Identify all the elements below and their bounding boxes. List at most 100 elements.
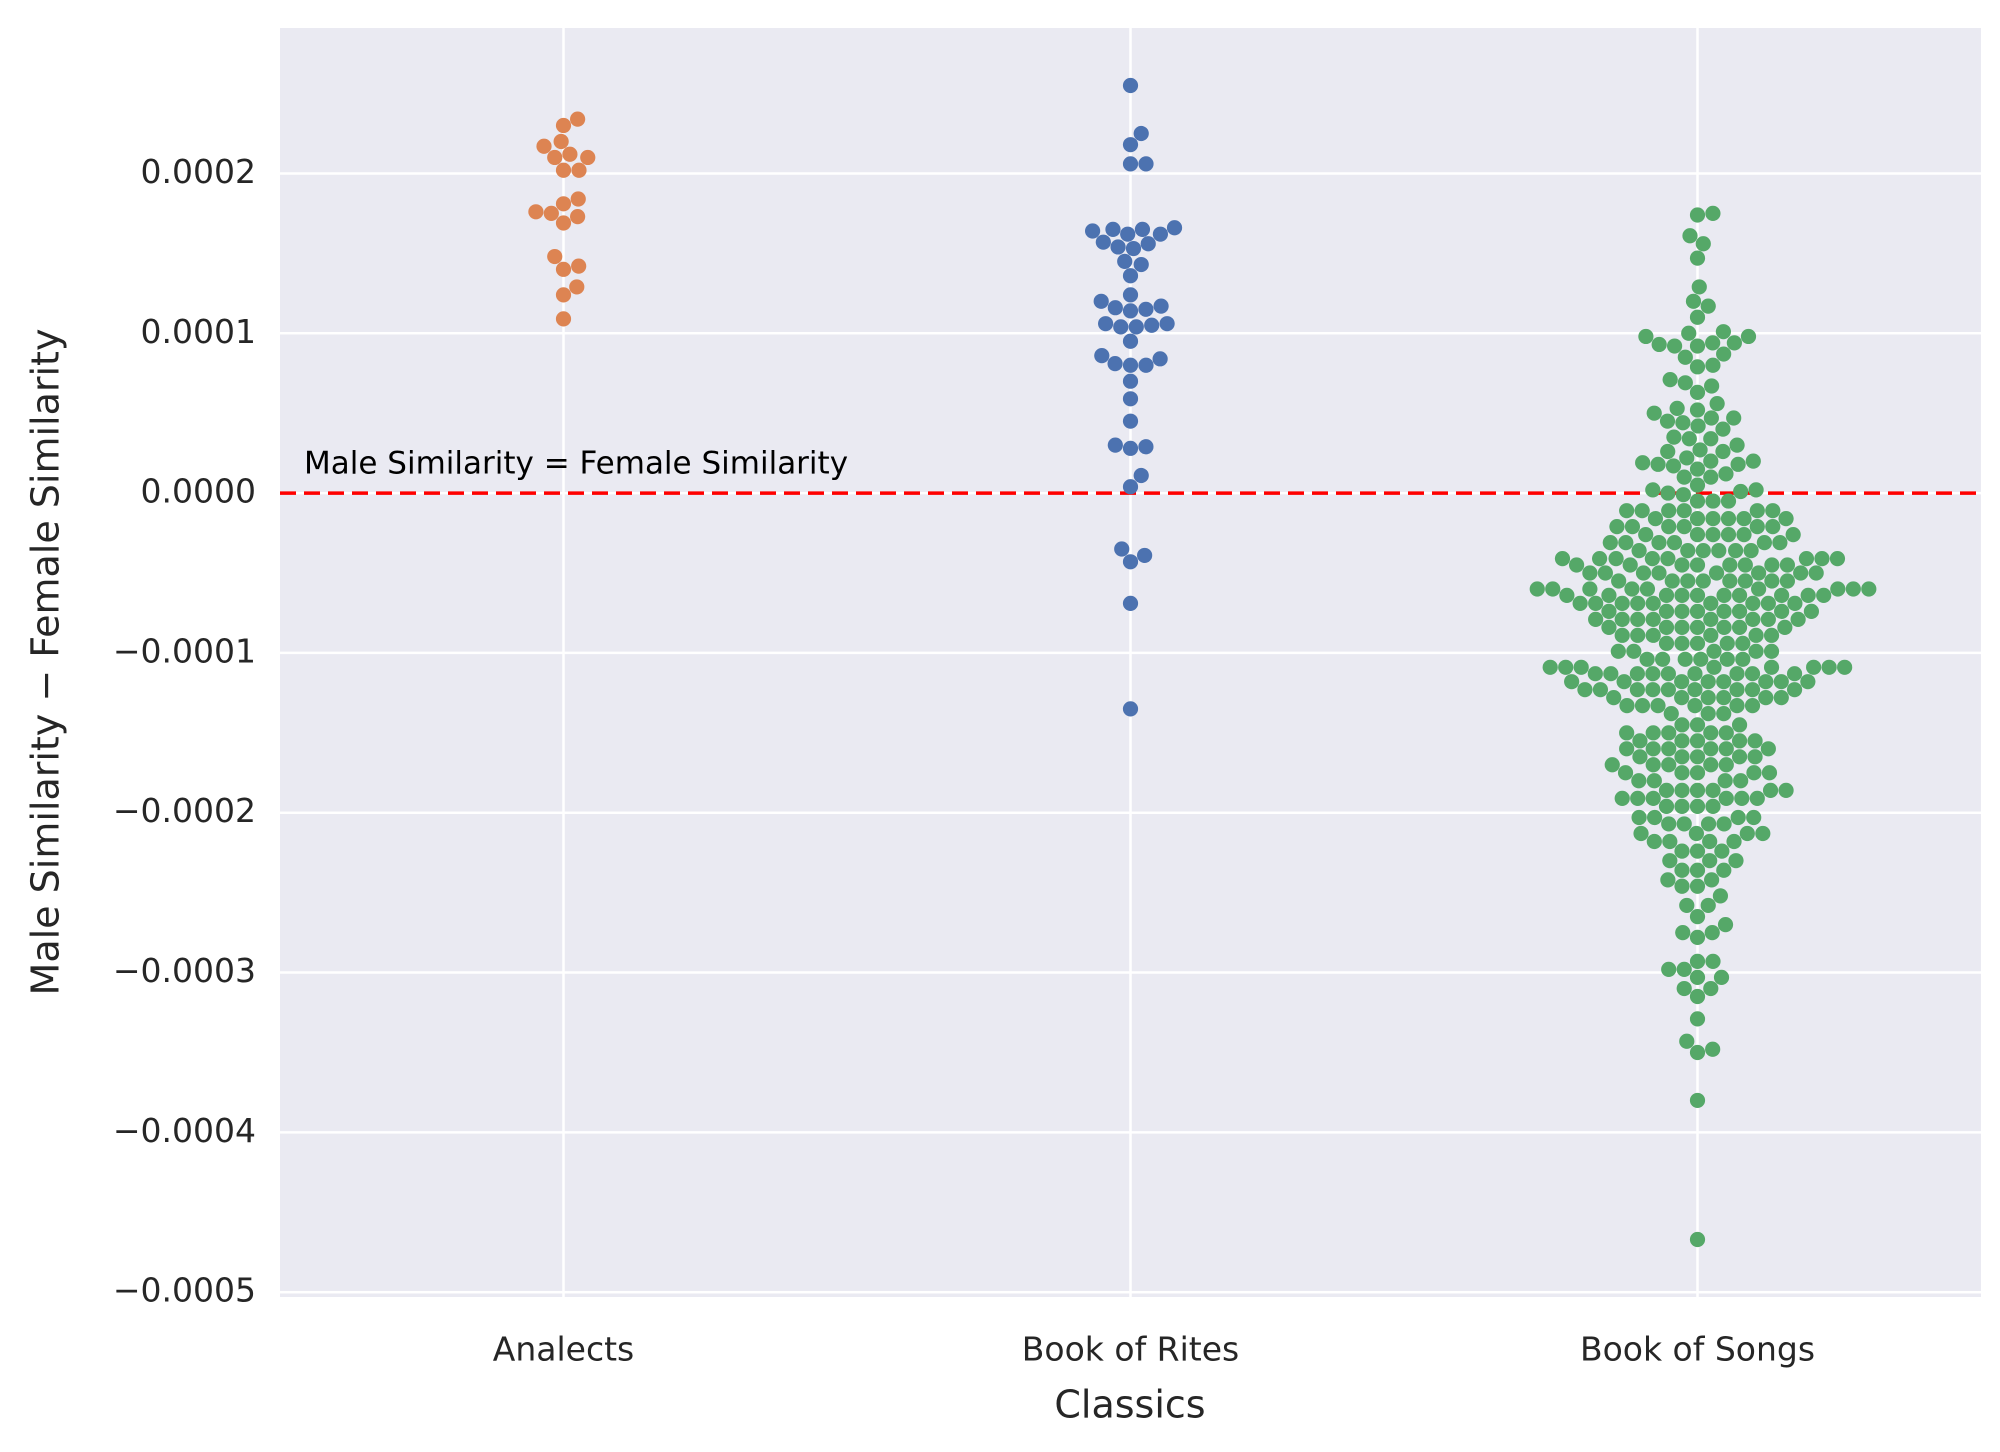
point — [1773, 674, 1789, 690]
point — [1689, 782, 1706, 798]
point — [1646, 405, 1662, 421]
point — [1630, 790, 1646, 806]
reference-label: Male Similarity = Female Similarity — [304, 446, 848, 482]
point — [1765, 503, 1781, 519]
point — [1133, 467, 1149, 484]
point — [1689, 557, 1706, 573]
point — [1705, 335, 1721, 351]
point — [1651, 336, 1667, 353]
y-tick-label: −0.0001 — [113, 631, 256, 670]
point — [1749, 503, 1765, 519]
point — [1758, 674, 1774, 690]
point — [1619, 725, 1635, 741]
point — [1716, 587, 1732, 603]
point — [1787, 595, 1803, 611]
point — [1122, 357, 1139, 373]
point — [1760, 611, 1776, 627]
point — [1687, 666, 1703, 682]
point — [1700, 674, 1716, 690]
point — [1680, 573, 1696, 589]
point — [1666, 429, 1682, 445]
point — [1705, 357, 1721, 373]
point — [1542, 659, 1558, 675]
point — [1675, 487, 1691, 503]
point — [1729, 682, 1745, 698]
point — [1765, 519, 1781, 535]
point — [1778, 782, 1794, 798]
point — [1718, 725, 1734, 741]
point — [1660, 666, 1676, 682]
point — [1659, 413, 1676, 429]
point — [1716, 690, 1732, 706]
point — [1645, 682, 1661, 698]
point — [1689, 493, 1706, 509]
point — [1674, 798, 1690, 814]
point — [1647, 511, 1664, 527]
point — [1786, 666, 1803, 682]
point — [1658, 798, 1675, 814]
point — [1137, 547, 1153, 564]
point — [1845, 581, 1861, 597]
point — [1645, 790, 1661, 806]
point — [1689, 988, 1706, 1005]
point — [1166, 220, 1183, 236]
point — [1705, 205, 1721, 221]
point — [1658, 603, 1675, 619]
point — [1661, 757, 1677, 773]
point — [1676, 503, 1692, 519]
point — [1703, 431, 1719, 447]
point — [1669, 400, 1685, 416]
point — [1614, 611, 1630, 627]
point — [1122, 333, 1139, 349]
point — [1689, 250, 1706, 266]
point — [1760, 595, 1776, 611]
point — [1751, 581, 1767, 597]
point — [1634, 698, 1651, 714]
point — [1107, 437, 1123, 453]
point — [1705, 511, 1721, 527]
point — [1677, 375, 1693, 391]
point — [1704, 378, 1720, 394]
point — [1731, 733, 1748, 749]
point — [1702, 833, 1718, 850]
point — [1747, 733, 1763, 749]
point — [1674, 635, 1690, 651]
point — [1786, 682, 1803, 698]
x-tick-label: Book of Songs — [1580, 1330, 1815, 1369]
point — [1695, 543, 1711, 559]
point — [1689, 359, 1706, 375]
point — [547, 248, 563, 265]
point — [1085, 223, 1101, 239]
point — [536, 138, 552, 154]
point — [1763, 659, 1780, 675]
point — [1645, 482, 1661, 498]
point — [1645, 666, 1661, 682]
point — [1749, 519, 1765, 535]
point — [1733, 483, 1749, 500]
y-tick-label: −0.0004 — [113, 1111, 256, 1150]
point — [1658, 619, 1675, 635]
point — [1733, 773, 1749, 789]
point — [1138, 156, 1154, 172]
point — [1731, 717, 1748, 733]
point — [1152, 351, 1168, 367]
point — [1687, 698, 1703, 714]
point — [1689, 862, 1706, 878]
point — [1729, 698, 1745, 714]
point — [1635, 455, 1651, 471]
point — [1717, 773, 1733, 789]
point — [1616, 674, 1632, 690]
point — [1676, 980, 1692, 997]
point — [1737, 573, 1753, 589]
point — [1746, 765, 1762, 781]
point — [1666, 535, 1683, 551]
point — [1569, 557, 1585, 573]
point — [1138, 357, 1154, 373]
point — [1743, 543, 1759, 559]
point — [1731, 619, 1748, 635]
point — [1689, 798, 1706, 814]
point — [1703, 725, 1719, 741]
point — [1604, 757, 1620, 773]
point — [1558, 659, 1574, 675]
